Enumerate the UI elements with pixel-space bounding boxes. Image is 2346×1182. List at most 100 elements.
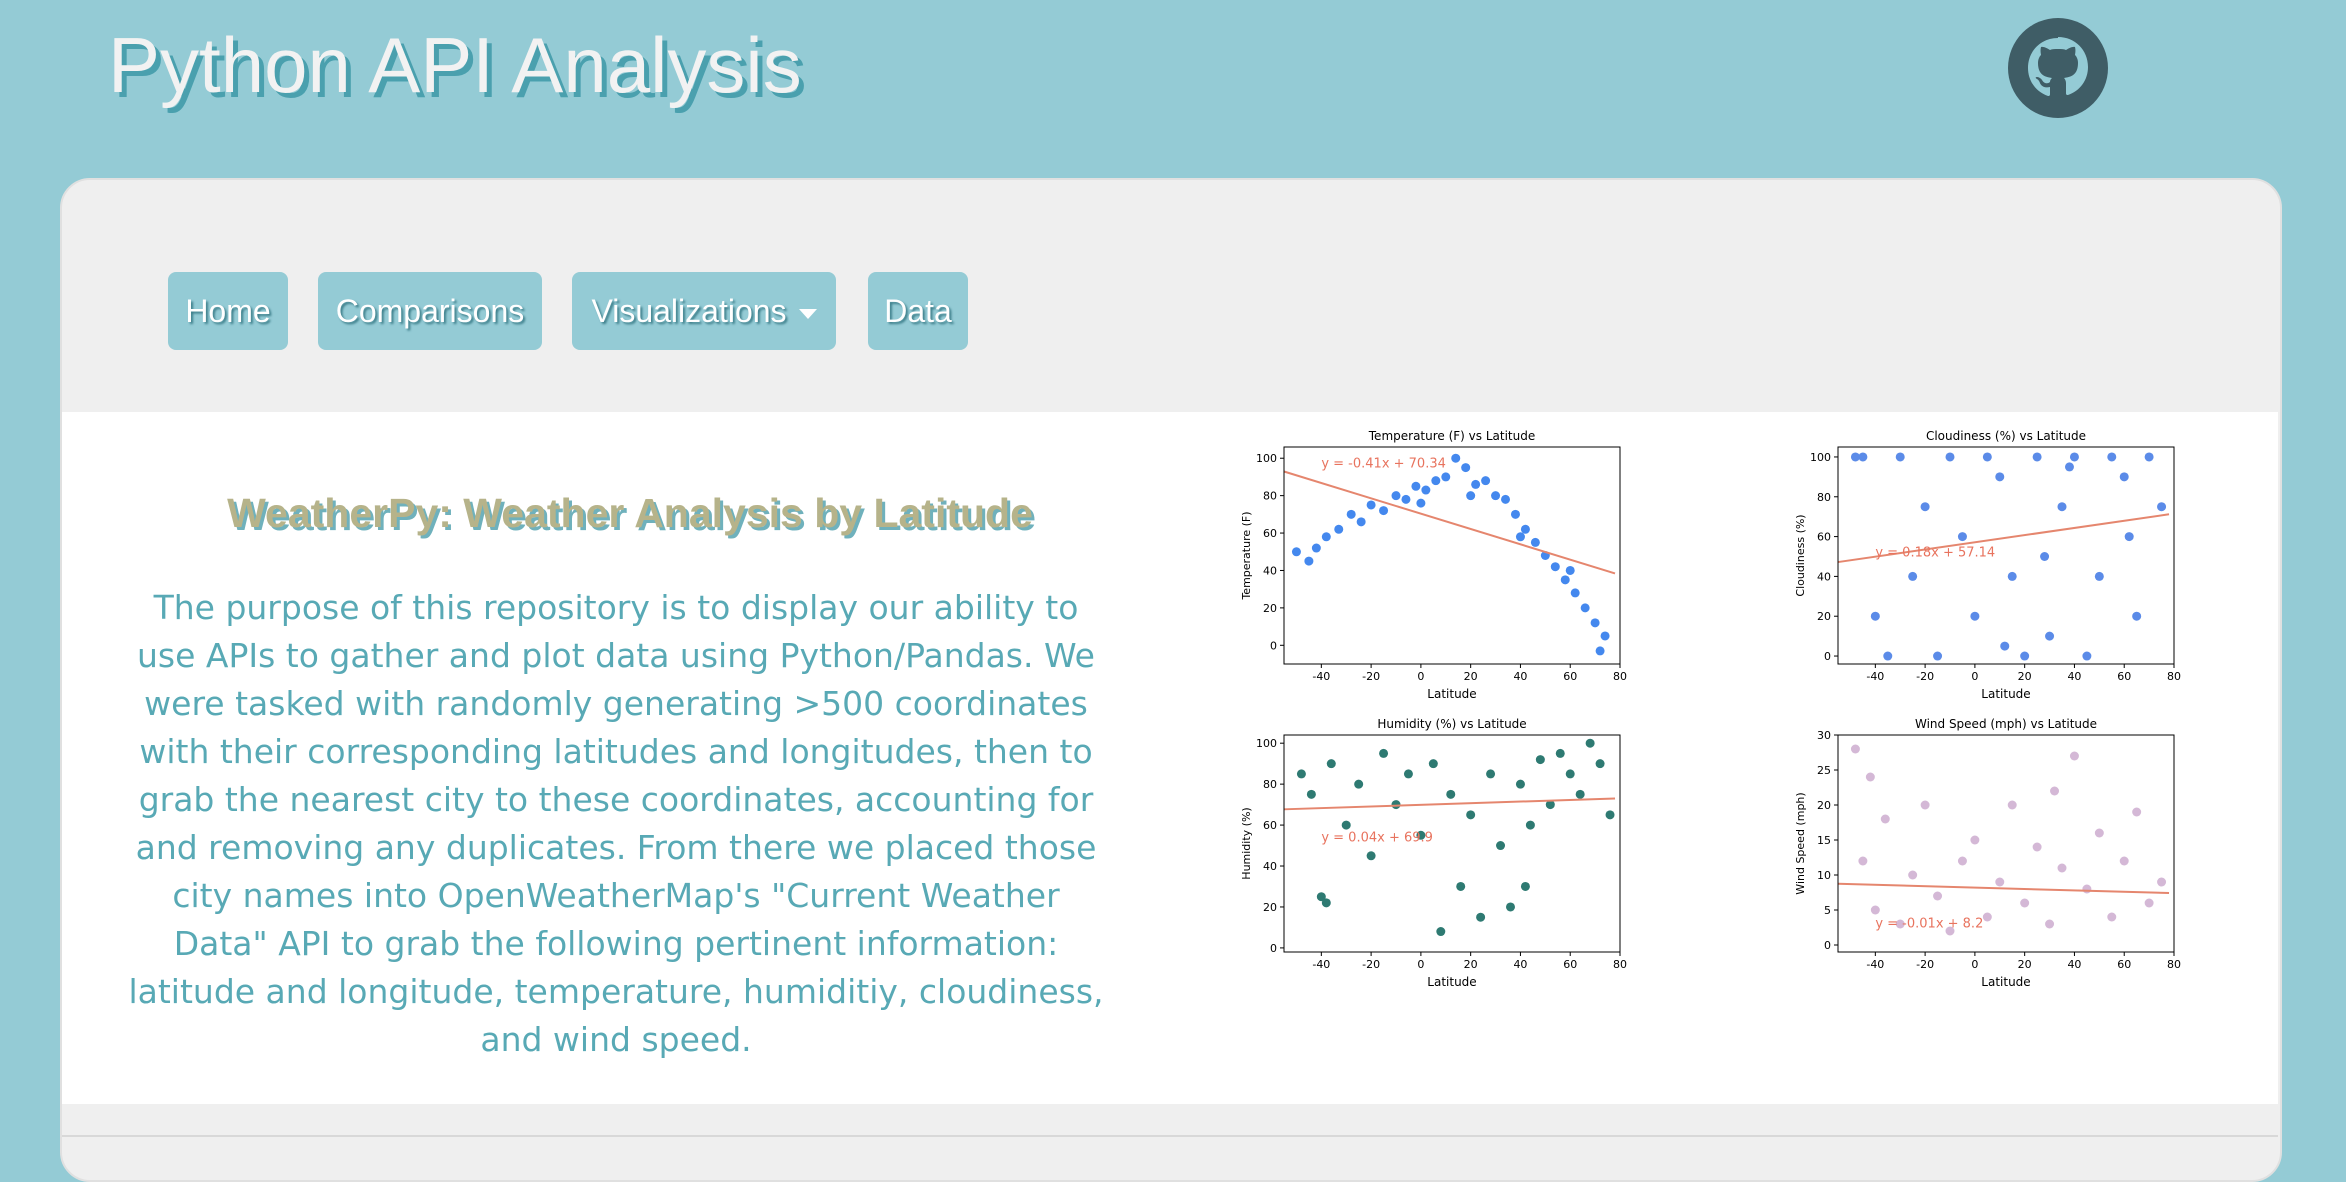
y-tick-label: 20 bbox=[1817, 610, 1831, 623]
caret bbox=[798, 308, 817, 319]
plot-frame bbox=[1837, 446, 2175, 665]
x-tick-label: -20 bbox=[1362, 958, 1380, 971]
point bbox=[1982, 452, 1992, 462]
x-tick-label: 80 bbox=[2167, 670, 2181, 683]
x-tick-label: 60 bbox=[2117, 958, 2131, 971]
y-tick-label: 80 bbox=[1817, 491, 1831, 504]
y-axis-label: Wind Speed (mph) bbox=[1794, 792, 1807, 894]
point bbox=[1982, 912, 1992, 922]
point bbox=[2020, 898, 2030, 908]
point bbox=[2094, 828, 2104, 838]
x-tick-label: 80 bbox=[1613, 670, 1627, 683]
point bbox=[1306, 789, 1316, 799]
y-tick-label: 40 bbox=[1263, 564, 1277, 577]
point bbox=[1356, 517, 1366, 527]
point bbox=[2069, 751, 2079, 761]
point bbox=[1496, 841, 1506, 851]
x-tick-label: -20 bbox=[1362, 670, 1380, 683]
nav-comparisons[interactable]: Comparisons bbox=[318, 272, 542, 350]
footer-line bbox=[62, 1135, 2278, 1137]
nav-data[interactable]: Data bbox=[868, 272, 968, 350]
point bbox=[2040, 551, 2050, 561]
point bbox=[1945, 926, 1955, 936]
heading: WeatherPy: Weather Analysis by Latitude bbox=[227, 490, 1033, 536]
y-axis-label: Humidity (%) bbox=[1240, 807, 1253, 879]
point bbox=[1334, 524, 1344, 534]
chart-title: Temperature (F) vs Latitude bbox=[1368, 429, 1535, 443]
point bbox=[1466, 810, 1476, 820]
point bbox=[1379, 506, 1389, 516]
y-tick-label: 20 bbox=[1817, 799, 1831, 812]
point bbox=[1970, 611, 1980, 621]
y-axis-label: Cloudiness (%) bbox=[1794, 514, 1807, 596]
point bbox=[1446, 789, 1456, 799]
y-tick-label: 60 bbox=[1817, 531, 1831, 544]
x-tick-label: -40 bbox=[1866, 958, 1884, 971]
point bbox=[2094, 571, 2104, 581]
point bbox=[2032, 842, 2042, 852]
point bbox=[1486, 769, 1496, 779]
y-tick-label: 0 bbox=[1270, 639, 1277, 652]
github-icon[interactable] bbox=[2008, 18, 2108, 118]
chart: Humidity (%) vs Latitude Latitude Humidity… bbox=[1240, 717, 1627, 988]
x-tick-label: 80 bbox=[2167, 958, 2181, 971]
y-tick-label: 15 bbox=[1817, 834, 1831, 847]
x-tick-label: 60 bbox=[2117, 670, 2131, 683]
nav-visualizations[interactable]: Visualizations bbox=[572, 272, 836, 350]
point bbox=[1970, 835, 1980, 845]
point bbox=[1590, 618, 1600, 628]
plot-frame bbox=[1283, 734, 1621, 953]
point bbox=[1436, 927, 1446, 937]
trend-line bbox=[1837, 882, 2170, 895]
point bbox=[2132, 807, 2142, 817]
point bbox=[2107, 912, 2117, 922]
x-axis-label: Latitude bbox=[1427, 687, 1476, 700]
point bbox=[2132, 611, 2142, 621]
y-tick-label: 40 bbox=[1817, 570, 1831, 583]
point bbox=[1995, 472, 2005, 482]
y-tick-label: 100 bbox=[1810, 451, 1831, 464]
x-tick-label: 60 bbox=[1563, 670, 1577, 683]
point bbox=[1858, 856, 1868, 866]
y-tick-label: 10 bbox=[1817, 869, 1831, 882]
point bbox=[1501, 494, 1511, 504]
point bbox=[1476, 912, 1486, 922]
x-tick-label: 20 bbox=[2018, 670, 2032, 683]
point bbox=[1957, 856, 1967, 866]
point bbox=[1451, 453, 1461, 463]
point bbox=[2050, 786, 2060, 796]
point bbox=[1366, 500, 1376, 510]
point bbox=[2157, 502, 2167, 512]
point bbox=[1957, 532, 1967, 542]
point bbox=[1321, 898, 1331, 908]
point bbox=[1895, 452, 1905, 462]
point bbox=[1933, 651, 1943, 661]
point bbox=[1565, 769, 1575, 779]
y-tick-label: 0 bbox=[1270, 942, 1277, 955]
x-tick-label: 0 bbox=[1417, 670, 1424, 683]
point bbox=[1326, 759, 1336, 769]
point bbox=[1515, 779, 1525, 789]
point bbox=[1865, 772, 1875, 782]
x-axis-label: Latitude bbox=[1427, 975, 1476, 988]
nav-home[interactable]: Home bbox=[168, 272, 288, 350]
annotation: y = -0.01x + 8.2 bbox=[1875, 917, 1983, 932]
x-tick-label: 60 bbox=[1563, 958, 1577, 971]
chart: Temperature (F) vs Latitude Latitude Tempe… bbox=[1240, 429, 1627, 700]
point bbox=[1346, 509, 1356, 519]
y-tick-label: 80 bbox=[1263, 490, 1277, 503]
trend-line bbox=[1283, 470, 1616, 575]
content bbox=[62, 412, 2278, 1104]
point bbox=[1491, 491, 1501, 501]
point bbox=[1379, 748, 1389, 758]
chart-title: Humidity (%) vs Latitude bbox=[1377, 717, 1526, 731]
point bbox=[2032, 452, 2042, 462]
point bbox=[1354, 779, 1364, 789]
point bbox=[1850, 452, 1860, 462]
point bbox=[2045, 919, 2055, 929]
x-tick-label: 0 bbox=[1417, 958, 1424, 971]
point bbox=[1870, 905, 1880, 915]
point bbox=[1431, 476, 1441, 486]
point bbox=[1565, 565, 1575, 575]
point bbox=[1585, 738, 1595, 748]
